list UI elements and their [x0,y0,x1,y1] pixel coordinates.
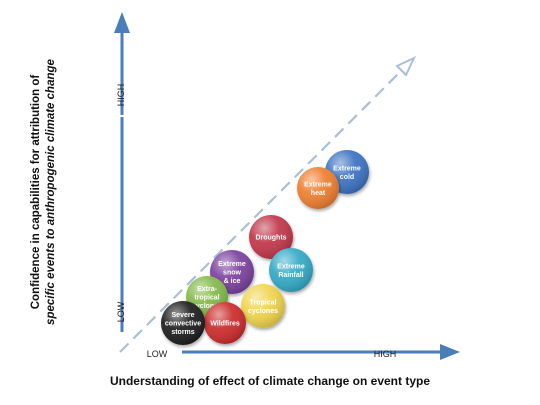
y-axis-low-label: LOW [116,301,126,322]
event-circle-shine [297,167,339,209]
event-label-line: heat [311,190,326,197]
event-label-line: Wildfires [210,321,240,328]
event-circle-shine [204,302,246,344]
y-axis-title: Confidence in capabilities for attributi… [29,42,59,342]
event-label-line: storms [171,329,194,336]
event-label-line: Extreme [218,261,246,268]
event-circle-shine [249,215,293,259]
y-axis-high-label: HIGH [116,84,126,107]
event-bubble-extreme-rainfall: Extreme Rainfall [269,248,313,292]
event-label-line: cyclones [192,303,222,310]
event-label-line: Extreme [333,165,361,172]
event-circle-shine [241,284,285,328]
diagonal-arrowhead [395,55,417,77]
x-axis-low-label: LOW [147,349,168,359]
event-label-line: Rainfall [278,272,303,279]
y-axis-title-line1: Confidence in capabilities for attributi… [30,74,42,310]
event-bubble-extreme-heat: Extreme heat [297,167,339,209]
event-label-line: snow [223,270,241,277]
y-axis-arrowhead [114,12,130,33]
y-axis-title-line2: specific events to anthropogenic climate… [45,59,57,325]
event-label-line: cyclones [248,308,278,315]
x-axis-arrowhead [440,344,460,360]
event-label-line: Droughts [255,235,286,242]
event-bubble-tropical-cyclones: Tropical cyclones [241,284,285,328]
event-label-line: Tropical [250,299,277,306]
event-label-line: tropical [194,295,219,302]
event-label-line: Extreme [304,181,332,188]
event-circle-shine [269,248,313,292]
event-label-line: cold [340,174,354,181]
event-label-line: convective [165,321,201,328]
x-axis-title: Understanding of effect of climate chang… [109,374,431,388]
event-bubble-droughts: Droughts [249,215,293,259]
event-label-line: Extreme [277,263,305,270]
event-circle-shine [161,301,205,345]
diagonal-dashed-line [119,69,403,353]
event-label-line: Severe [172,312,195,319]
event-bubbles: Extreme cold Extreme heat Droughts Extreme Rai… [161,150,369,345]
event-label-line: Extra- [197,286,218,293]
x-axis-high-label: HIGH [374,349,397,359]
event-label-line: & ice [224,278,241,285]
event-bubble-wildfires: Wildfires [204,302,246,344]
